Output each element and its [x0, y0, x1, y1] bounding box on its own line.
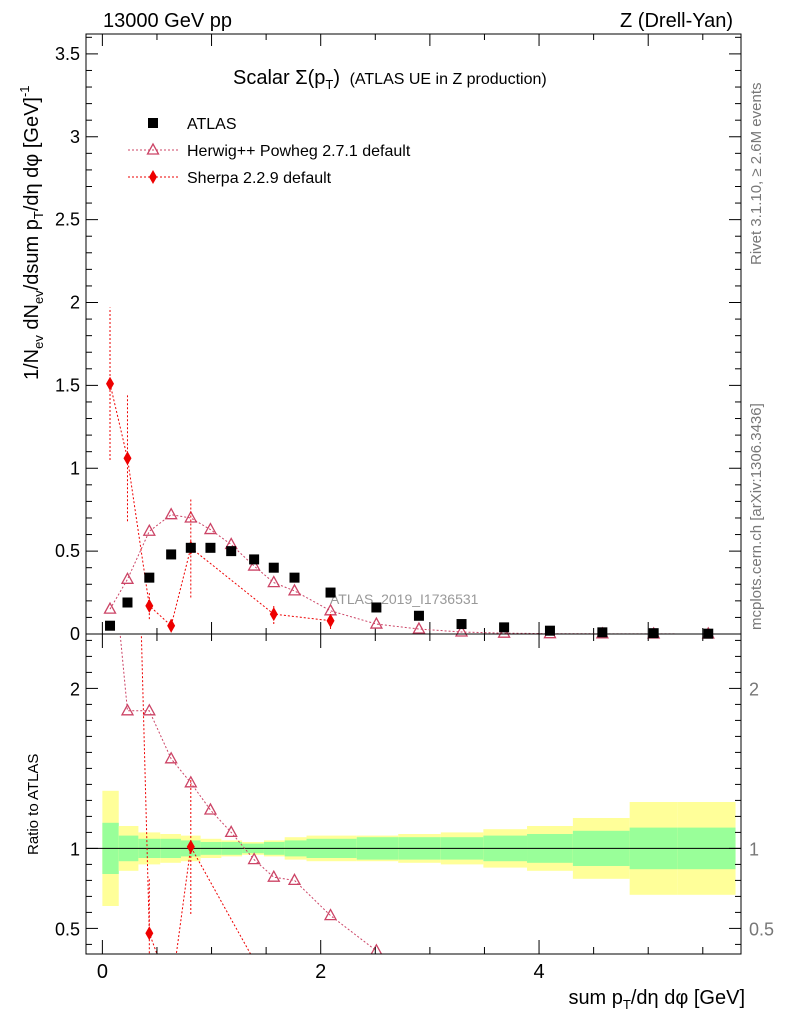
- mcplots-label: mcplots.cern.ch [arXiv:1306.3436]: [748, 403, 765, 630]
- ratio-y-tick-label: 0.5: [55, 919, 80, 939]
- herwig-point: [369, 616, 383, 629]
- atlas-point: [544, 625, 555, 636]
- herwig-point: [142, 523, 156, 536]
- legend-sherpa-label: Sherpa 2.2.9 default: [187, 170, 332, 187]
- herwig-ratio-point: [247, 852, 261, 865]
- atlas-point: [144, 572, 155, 583]
- atlas-point: [205, 542, 216, 553]
- main-y-tick-label: 2.5: [55, 210, 80, 230]
- atlas-point: [597, 627, 608, 638]
- main-y-tick-label: 0: [70, 624, 80, 644]
- atlas-point: [289, 572, 300, 583]
- sherpa-point: [167, 618, 176, 633]
- x-axis-label: sum pT/dη dφ [GeV]: [568, 987, 745, 1012]
- atlas-point: [226, 546, 237, 557]
- ratio-y-tick-label: 2: [70, 679, 80, 699]
- legend-herwig-marker: [146, 142, 160, 155]
- ratio-y-tick-label-right: 0.5: [749, 919, 774, 939]
- ratio-y-tick-label-right: 1: [749, 839, 759, 859]
- main-data-layer: [103, 307, 715, 639]
- legend-sherpa-marker: [149, 170, 157, 184]
- ratio-clipped-layer: [119, 634, 383, 954]
- herwig-point: [454, 624, 469, 637]
- herwig-point: [164, 507, 178, 520]
- herwig-point: [120, 571, 135, 584]
- x-tick-label: 2: [315, 961, 326, 983]
- sherpa-ratio-point: [145, 926, 154, 941]
- sherpa-point: [123, 451, 132, 466]
- legend-atlas-marker: [148, 118, 158, 128]
- ratio-plot-frame: [85, 633, 742, 955]
- legend-atlas-label: ATLAS: [187, 116, 237, 133]
- herwig-point: [103, 601, 117, 614]
- main-plot-frame: [85, 33, 742, 635]
- legend: ATLAS Herwig++ Powheg 2.7.1 default Sher…: [128, 116, 411, 187]
- atlas-point: [268, 562, 279, 573]
- herwig-ratio-point: [267, 869, 281, 882]
- herwig-ratio-point: [164, 751, 178, 764]
- herwig-point: [247, 558, 261, 571]
- ratio-y-axis-label: Ratio to ATLAS: [25, 754, 42, 855]
- sherpa-point: [269, 607, 278, 622]
- main-y-axis-label: 1/Nev dNev/dsum pT/dη dφ [GeV]-1: [17, 85, 46, 380]
- legend-herwig-label: Herwig++ Powheg 2.7.1 default: [187, 143, 411, 160]
- ratio-axes: 0.5 0.5 1 1 2 2 0 2 4: [55, 634, 774, 983]
- main-y-tick-label: 1.5: [55, 375, 80, 395]
- sherpa-point: [145, 598, 154, 613]
- ratio-data-layer: [119, 634, 383, 954]
- sherpa-point: [106, 376, 115, 391]
- analysis-watermark: ATLAS_2019_I1736531: [330, 591, 479, 607]
- herwig-point: [267, 575, 281, 588]
- herwig-ratio-point: [203, 802, 218, 815]
- atlas-point: [325, 587, 336, 598]
- ratio-uncertainty-bands: [86, 790, 741, 906]
- main-y-tick-label: 0.5: [55, 541, 80, 561]
- herwig-ratio-point: [184, 775, 198, 788]
- plot-title: Scalar Σ(pT) (ATLAS UE in Z production): [233, 67, 547, 92]
- herwig-ratio-point: [370, 943, 383, 954]
- atlas-point: [371, 602, 382, 613]
- sherpa-point: [326, 613, 335, 628]
- atlas-point: [456, 619, 467, 630]
- main-y-tick-label: 2: [70, 293, 80, 313]
- atlas-point: [648, 628, 659, 639]
- rivet-version-label: Rivet 3.1.10, ≥ 2.6M events: [748, 83, 765, 266]
- main-y-tick-label: 3: [70, 127, 80, 147]
- herwig-ratio-point: [142, 703, 156, 716]
- x-tick-label: 0: [97, 961, 108, 983]
- herwig-point: [203, 522, 218, 535]
- herwig-point: [287, 583, 302, 596]
- atlas-point: [249, 554, 260, 565]
- x-tick-label: 4: [533, 961, 544, 983]
- ratio-y-tick-label-right: 2: [749, 679, 759, 699]
- atlas-point: [499, 622, 510, 633]
- sherpa-ratio-point: [186, 839, 195, 854]
- herwig-point: [412, 621, 426, 634]
- herwig-point: [184, 510, 198, 523]
- main-y-tick-label: 3.5: [55, 44, 80, 64]
- atlas-point: [413, 610, 424, 621]
- atlas-point: [122, 597, 133, 608]
- main-panel: 0 0.5 1 1.5 2 2.5 3 3.5: [55, 34, 741, 644]
- herwig-line: [109, 514, 709, 635]
- main-y-tick-label: 1: [70, 458, 80, 478]
- ratio-y-tick-label: 1: [70, 839, 80, 859]
- atlas-point: [185, 542, 196, 553]
- energy-label: 13000 GeV pp: [103, 10, 232, 32]
- process-label: Z (Drell-Yan): [620, 10, 733, 32]
- atlas-point: [166, 549, 177, 560]
- herwig-ratio-point: [287, 873, 302, 886]
- atlas-point: [105, 620, 116, 631]
- herwig-ratio-point: [120, 703, 135, 716]
- herwig-ratio-point: [224, 825, 238, 838]
- herwig-ratio-point: [323, 908, 338, 921]
